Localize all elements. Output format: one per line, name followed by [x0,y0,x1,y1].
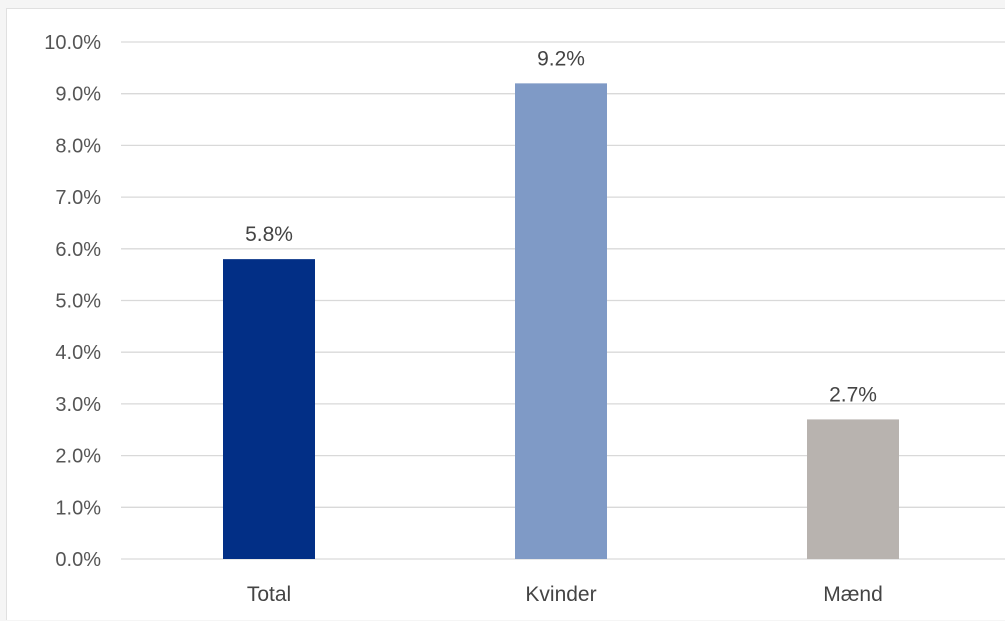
y-tick-label: 9.0% [55,84,101,106]
y-tick-label: 0.0% [55,549,101,571]
x-category-label: Total [247,583,291,606]
y-axis-ticks: 0.0% 1.0% 2.0% 3.0% 4.0% 5.0% 6.0% 7.0% 8.0% 9.0%… [44,32,101,571]
bar-total [223,259,315,559]
data-label: 2.7% [829,383,877,406]
bars [223,83,899,559]
y-tick-label: 5.0% [55,291,101,313]
y-tick-label: 8.0% [55,135,101,157]
y-tick-label: 7.0% [55,187,101,209]
bar-mænd [807,419,899,559]
y-tick-label: 10.0% [44,32,101,54]
y-tick-label: 3.0% [55,394,101,416]
y-tick-label: 6.0% [55,239,101,261]
y-tick-label: 2.0% [55,446,101,468]
x-category-label: Kvinder [525,583,596,606]
bar-chart: 0.0% 1.0% 2.0% 3.0% 4.0% 5.0% 6.0% 7.0% 8.0% 9.0%… [7,9,1005,621]
category-labels: Total Kvinder Mænd [247,583,883,606]
x-category-label: Mænd [823,583,883,606]
y-tick-label: 1.0% [55,497,101,519]
y-tick-label: 4.0% [55,342,101,364]
chart-frame: 0.0% 1.0% 2.0% 3.0% 4.0% 5.0% 6.0% 7.0% 8.0% 9.0%… [6,8,1005,620]
data-label: 9.2% [537,47,585,70]
data-label: 5.8% [245,223,293,246]
bar-kvinder [515,83,607,559]
